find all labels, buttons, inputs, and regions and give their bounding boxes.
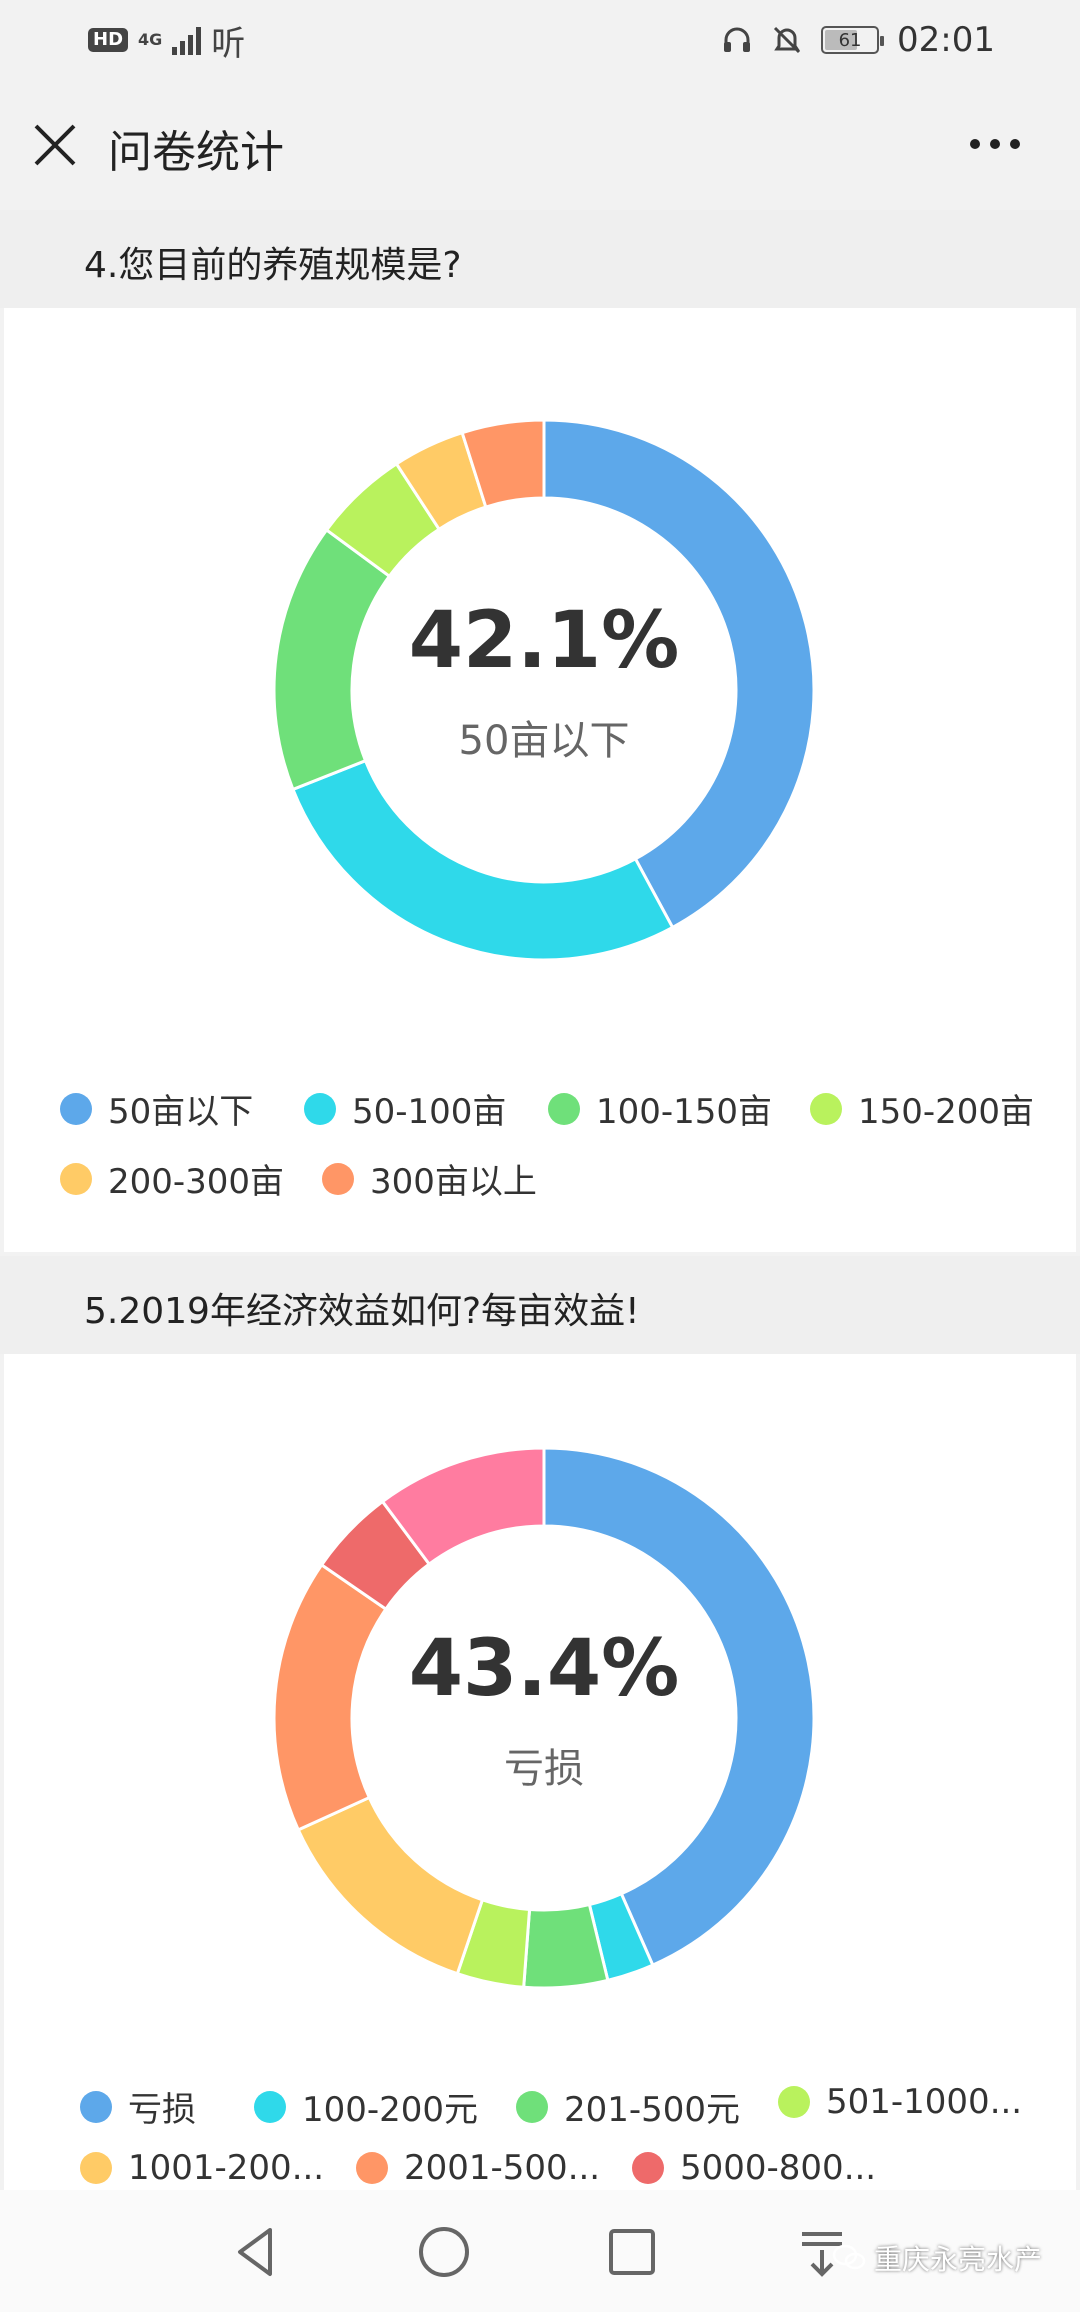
status-bar: HD 4G 听 61 02:01	[0, 0, 1080, 80]
legend-label: 200-300亩	[108, 1162, 285, 1202]
legend-label: 201-500元	[564, 2090, 741, 2130]
legend-item[interactable]: 201-500元	[516, 2082, 740, 2131]
legend-item[interactable]: 50-100亩	[304, 1084, 506, 1133]
donut-chart-svg	[272, 418, 816, 962]
question-card-4: 42.1% 50亩以下 50亩以下 50-100亩 100-150亩 150-2…	[4, 308, 1076, 1252]
legend-item[interactable]: 2001-500...	[356, 2148, 600, 2188]
legend-label: 501-1000...	[826, 2082, 1023, 2122]
question-header-5: 5.2019年经济效益如何?每亩效益!	[0, 1256, 1080, 1354]
app-bar: 问卷统计	[0, 80, 1080, 208]
close-icon[interactable]	[30, 120, 80, 170]
legend-dot	[632, 2152, 664, 2184]
donut-slice[interactable]	[460, 418, 546, 509]
center-label: 亏损	[504, 1746, 584, 1792]
home-circle-icon[interactable]	[414, 2222, 474, 2282]
legend-dot	[80, 2090, 112, 2123]
center-percent: 42.1%	[408, 596, 680, 686]
donut-slice[interactable]	[380, 1446, 546, 1567]
legend-dot	[516, 2090, 548, 2123]
legend-dot	[60, 1092, 92, 1125]
legend-item[interactable]: 50亩以下	[60, 1084, 253, 1133]
legend-dot	[548, 1092, 580, 1125]
legend-dot	[60, 1162, 92, 1195]
legend-dot	[778, 2086, 810, 2118]
legend-item[interactable]: 501-1000...	[778, 2082, 1022, 2122]
question-card-5: 43.4% 亏损 亏损 100-200元 201-500元 501-1000..…	[4, 1354, 1076, 2190]
legend-label: 300亩以上	[370, 1162, 537, 1202]
status-left: HD 4G 听	[88, 20, 245, 64]
clock: 02:01	[897, 20, 995, 60]
donut-chart-svg	[272, 1446, 816, 1990]
legend-dot	[356, 2152, 388, 2184]
legend-label: 50-100亩	[352, 1092, 507, 1132]
legend-item[interactable]: 100-150亩	[548, 1084, 772, 1133]
legend-label: 50亩以下	[108, 1092, 254, 1132]
legend-item[interactable]: 300亩以上	[322, 1154, 537, 1203]
donut-slice[interactable]	[542, 418, 816, 930]
legend-label: 5000-800...	[680, 2148, 877, 2188]
legend-item[interactable]: 150-200亩	[810, 1084, 1034, 1133]
donut-chart-4[interactable]: 42.1% 50亩以下	[266, 412, 822, 968]
legend-item[interactable]: 1001-200...	[80, 2148, 324, 2188]
notification-pull-icon[interactable]	[792, 2222, 852, 2282]
legend-item[interactable]: 亏损	[80, 2082, 196, 2131]
question-header-4: 4.您目前的养殖规模是?	[0, 210, 1080, 308]
legend-dot	[810, 1092, 842, 1125]
question-title: 5.2019年经济效益如何?每亩效益!	[84, 1291, 640, 1332]
hd-badge: HD	[88, 28, 129, 52]
center-percent: 43.4%	[408, 1624, 680, 1714]
signal-icon	[172, 25, 202, 55]
battery-level: 61	[838, 29, 862, 51]
legend-item[interactable]: 200-300亩	[60, 1154, 284, 1203]
system-nav-bar: 重庆永亮水产	[0, 2190, 1080, 2312]
status-right: 61 02:01	[721, 18, 995, 62]
legend-label: 100-150亩	[596, 1092, 773, 1132]
back-triangle-icon[interactable]	[226, 2222, 286, 2282]
page-title: 问卷统计	[108, 127, 284, 178]
center-label: 50亩以下	[458, 718, 630, 764]
listen-app-icon: 听	[211, 23, 246, 64]
legend-dot	[304, 1092, 336, 1125]
mute-bell-icon	[773, 26, 801, 54]
legend-label: 1001-200...	[128, 2148, 325, 2188]
legend-label: 150-200亩	[858, 1092, 1035, 1132]
network-type: 4G	[138, 30, 163, 49]
watermark-text: 重庆永亮水产	[873, 2243, 1042, 2276]
recents-square-icon[interactable]	[602, 2222, 662, 2282]
donut-slice[interactable]	[296, 1795, 485, 1976]
headset-icon	[724, 27, 751, 52]
legend-dot	[254, 2090, 286, 2123]
legend-dot	[322, 1162, 354, 1195]
more-options-icon[interactable]	[970, 132, 1030, 156]
donut-slice[interactable]	[291, 758, 675, 962]
legend-label: 100-200元	[302, 2090, 479, 2130]
legend-dot	[80, 2152, 112, 2184]
watermark: 重庆永亮水产	[832, 2238, 1042, 2278]
battery-icon: 61	[821, 26, 885, 54]
legend-label: 2001-500...	[404, 2148, 601, 2188]
donut-slice[interactable]	[542, 1446, 816, 1968]
legend-label: 亏损	[128, 2090, 196, 2130]
donut-chart-5[interactable]: 43.4% 亏损	[266, 1440, 822, 1996]
question-title: 4.您目前的养殖规模是?	[84, 245, 462, 286]
wechat-icon	[832, 2244, 866, 2270]
legend-item[interactable]: 100-200元	[254, 2082, 478, 2131]
legend-item[interactable]: 5000-800...	[632, 2148, 876, 2188]
